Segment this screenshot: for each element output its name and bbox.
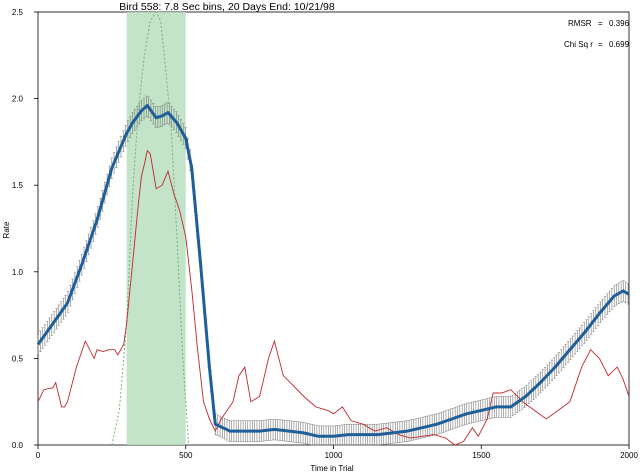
x-tick-label: 2000: [620, 451, 638, 460]
x-tick-label: 1000: [325, 451, 343, 460]
y-tick-label: 2.5: [12, 8, 24, 17]
x-tick-label: 500: [179, 451, 193, 460]
y-tick-label: 1.0: [12, 268, 24, 277]
axes-layer: 0 500 1000 1500 2000 0.0 0.5 1.0 1.5 2.0 2.5: [12, 8, 639, 460]
stat-rmsr-value: 0.396: [609, 19, 630, 28]
chart-title: Bird 558: 7.8 Sec bins, 20 Days End: 10/…: [119, 1, 335, 13]
x-tick-label: 0: [36, 451, 41, 460]
shaded-region: [126, 12, 186, 445]
stat-chisq-eq: =: [598, 40, 603, 49]
stat-chisq-value: 0.699: [609, 40, 630, 49]
stat-chisq-label: Chi Sq r: [564, 40, 593, 49]
x-tick-label: 1500: [472, 451, 490, 460]
y-tick-label: 0.0: [12, 441, 24, 450]
y-tick-label: 2.0: [12, 95, 24, 104]
y-tick-label: 1.5: [12, 181, 24, 190]
y-axis-label: Rate: [2, 221, 11, 238]
y-tick-label: 0.5: [12, 354, 24, 363]
x-axis-label: Time in Trial: [310, 464, 353, 473]
red-series-line: [37, 149, 630, 446]
stat-rmsr-label: RMSR: [568, 19, 592, 28]
labels-layer: Bird 558: 7.8 Sec bins, 20 Days End: 10/…: [2, 1, 630, 473]
mean-series-line: [36, 104, 630, 438]
stat-rmsr-eq: =: [598, 19, 603, 28]
model-dashed-line: [111, 11, 190, 446]
shaded-region-layer: [126, 12, 186, 445]
series-layer: [36, 11, 630, 446]
